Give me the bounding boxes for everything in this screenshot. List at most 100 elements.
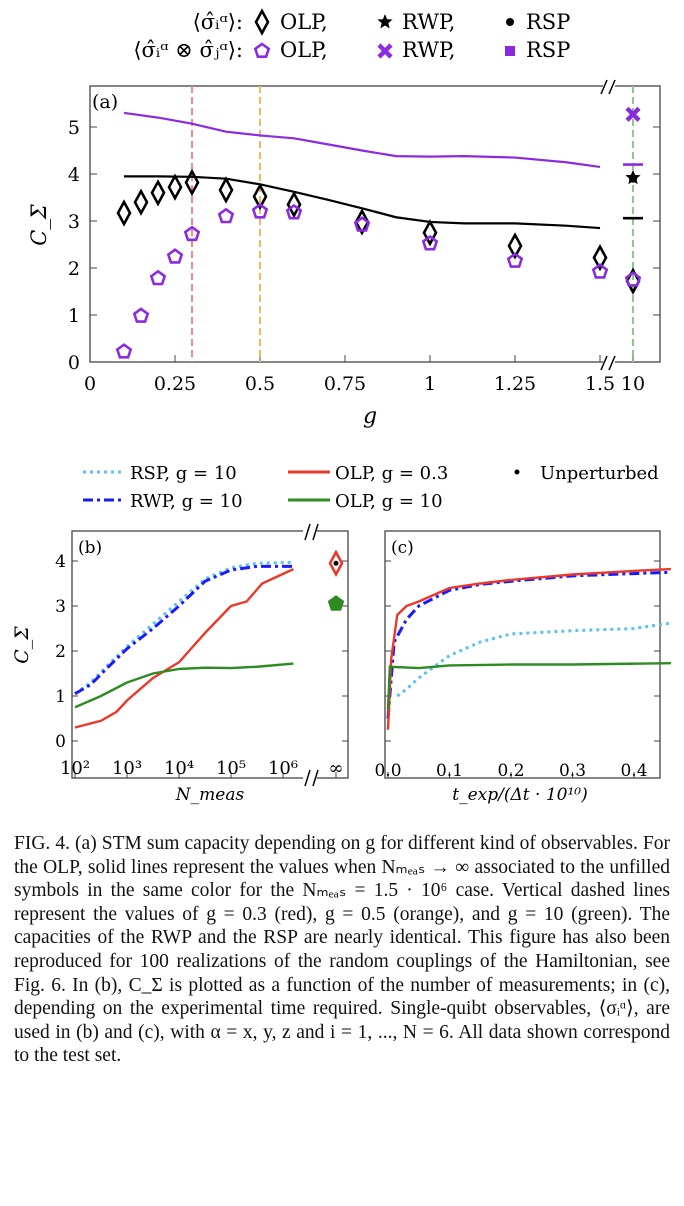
x-tick-label: 0.2 <box>497 761 524 781</box>
pentagon-point <box>217 207 235 224</box>
infinity-diamond <box>328 549 344 577</box>
panel-b-ylabel: C_Σ <box>11 626 33 664</box>
y-tick-label: 4 <box>68 164 80 186</box>
diamond-point <box>167 173 183 201</box>
diamond-point <box>184 168 200 197</box>
curve-RSP, g = 10 <box>396 621 672 698</box>
ninf-line-1 <box>123 111 601 169</box>
diamond-point <box>150 179 166 207</box>
x-tick-label: 10² <box>60 758 90 779</box>
panel-c-label: (c) <box>391 538 414 558</box>
panel-a-frame <box>89 85 661 363</box>
curve-OLP, g = 0.3 <box>386 567 671 730</box>
legend-square-icon <box>505 46 515 56</box>
legend-olp-1: OLP, <box>280 10 328 34</box>
axis-break-mark <box>608 79 616 95</box>
legend-rsp-2: RSP <box>526 38 570 62</box>
legend-star-icon <box>377 14 393 29</box>
x-tick-label: 0.4 <box>620 761 647 781</box>
x-tick-label: 0.0 <box>374 761 401 781</box>
legend-diamond-icon <box>254 8 270 36</box>
axis-break-mark <box>304 523 311 541</box>
legend-unperturbed-dot <box>514 469 520 475</box>
unperturbed-dot <box>333 560 339 566</box>
pentagon-point <box>251 203 269 219</box>
x-tick-label: 10³ <box>112 758 142 779</box>
y-tick-label: 3 <box>55 597 66 617</box>
legend-rsp-g10: RSP, g = 10 <box>130 463 237 484</box>
pentagon-point <box>285 203 303 220</box>
x-tick-label: 10⁴ <box>164 758 194 779</box>
y-tick-label: 1 <box>55 687 66 707</box>
pentagon-point <box>591 263 609 279</box>
curve-OLP, g = 10 <box>386 661 671 710</box>
y-tick-label: 2 <box>55 642 66 662</box>
axis-break-mark <box>312 769 319 787</box>
legend-olp-2: OLP, <box>280 38 328 62</box>
axis-break-gap <box>603 80 615 370</box>
legend-pentagon-icon <box>253 42 271 59</box>
legend-rwp-1: RWP, <box>402 10 455 34</box>
axis-break-mark <box>312 523 319 541</box>
pentagon-point <box>166 248 184 264</box>
panel-a-label: (a) <box>92 91 118 113</box>
figure-caption: FIG. 4. (a) STM sum capacity depending o… <box>14 833 670 1067</box>
legend-rwp-2: RWP, <box>402 38 455 62</box>
pentagon-point <box>183 225 201 242</box>
panel-a-ylabel: C_Σ <box>27 204 51 246</box>
legend-olp-g10: OLP, g = 10 <box>335 491 443 512</box>
pentagon-point <box>624 271 642 287</box>
legend-rwp-g10: RWP, g = 10 <box>130 491 243 512</box>
legend-unperturbed: Unperturbed <box>540 463 659 484</box>
y-tick-label: 1 <box>68 305 80 327</box>
cross-point <box>625 106 641 122</box>
y-tick-label: 0 <box>68 352 80 374</box>
x-tick-label: 0.1 <box>436 761 463 781</box>
pentagon-point <box>149 269 167 286</box>
pentagon-point <box>115 343 133 359</box>
legend-olp-g03: OLP, g = 0.3 <box>335 463 448 484</box>
legend-cross-icon <box>377 43 393 59</box>
pentagon-point <box>506 252 524 268</box>
legend-row2-label: ⟨σ̂ᵢᵅ ⊗ σ̂ⱼᵅ⟩: <box>133 38 243 62</box>
panel-b-xlabel: N_meas <box>175 785 245 805</box>
x-tick-label: ∞ <box>329 758 344 779</box>
diamond-point <box>252 182 268 211</box>
pentagon-point <box>421 235 439 251</box>
diamond-point <box>625 267 641 295</box>
curve-OLP, g = 0.3 <box>74 568 294 729</box>
legend-top: ⟨σ̂ᵢᵅ⟩: ⟨σ̂ᵢᵅ ⊗ σ̂ⱼᵅ⟩: OLP, RWP, RSP OLP… <box>133 8 570 62</box>
x-tick-label: 1.25 <box>494 373 536 395</box>
legend-dot-icon <box>506 18 514 26</box>
y-tick-label: 2 <box>68 258 80 280</box>
panel-a: (a) g C_Σ 0 0.25 0.5 0.75 1 1.25 1.5 10 0 1 2 3 4 5 <box>27 79 661 429</box>
panel-c-xlabel: t_exp/(Δt · 10¹⁰) <box>452 785 587 805</box>
axis-break-mark <box>600 355 608 371</box>
diamond-point <box>116 199 132 227</box>
dot-point <box>629 174 637 183</box>
curve-RWP, g = 10 <box>386 570 671 719</box>
curve-RSP, g = 10 <box>74 560 294 695</box>
panel-b-frame <box>71 530 349 779</box>
diamond-point <box>218 176 234 204</box>
x-tick-label: 0 <box>84 373 96 395</box>
pentagon-point <box>353 216 371 232</box>
diamond-point <box>286 190 302 219</box>
diamond-point <box>354 208 370 236</box>
panel-b: (b) N_meas C_Σ 10² 10³ 10⁴ 10⁵ 10⁶ ∞ 0 1 2 3 4 <box>11 523 349 805</box>
x-tick-label: 1 <box>424 373 436 395</box>
diamond-point <box>133 188 149 216</box>
axis-break-gap <box>303 525 317 785</box>
axis-break-mark <box>608 355 616 371</box>
y-tick-label: 4 <box>55 552 66 572</box>
legend-row1-label: ⟨σ̂ᵢᵅ⟩: <box>193 10 243 34</box>
legend-bc: RSP, g = 10 RWP, g = 10 OLP, g = 0.3 OLP… <box>83 463 659 512</box>
panel-c-frame <box>384 530 661 779</box>
curve-RWP, g = 10 <box>74 564 294 696</box>
ninf-line-0 <box>124 175 601 230</box>
x-tick-label: 1.5 <box>585 373 615 395</box>
pentagon-point <box>132 307 150 323</box>
panel-c: (c) t_exp/(Δt · 10¹⁰) 0.0 0.1 0.2 0.3 0.4 <box>374 530 672 805</box>
figure-4: ⟨σ̂ᵢᵅ⟩: ⟨σ̂ᵢᵅ ⊗ σ̂ⱼᵅ⟩: OLP, RWP, RSP OLP… <box>11 8 672 805</box>
x-tick-label: 0.5 <box>245 373 275 395</box>
